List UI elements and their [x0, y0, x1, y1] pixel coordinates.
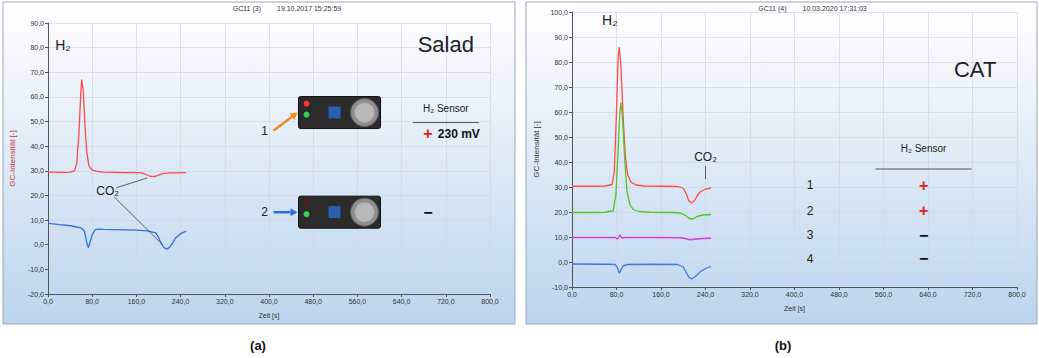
svg-text:720,0: 720,0	[964, 291, 982, 298]
svg-text:90,0: 90,0	[30, 20, 44, 27]
svg-text:400,0: 400,0	[786, 291, 804, 298]
svg-text:CO₂: CO₂	[96, 184, 119, 198]
svg-text:H₂: H₂	[602, 12, 618, 28]
svg-text:230 mV: 230 mV	[438, 127, 480, 141]
svg-text:400,0: 400,0	[260, 298, 278, 305]
svg-text:20,0: 20,0	[554, 209, 568, 216]
svg-text:+: +	[919, 177, 928, 194]
svg-text:60,0: 60,0	[554, 109, 568, 116]
svg-text:10,0: 10,0	[554, 234, 568, 241]
svg-text:40,0: 40,0	[30, 143, 44, 150]
svg-text:640,0: 640,0	[919, 291, 937, 298]
svg-text:GC-Intensität [-]: GC-Intensität [-]	[532, 121, 541, 177]
svg-text:800,0: 800,0	[1008, 291, 1026, 298]
svg-text:10,0: 10,0	[30, 217, 44, 224]
svg-text:1: 1	[807, 178, 814, 192]
svg-text:0,0: 0,0	[43, 298, 53, 305]
svg-text:H₂: H₂	[55, 37, 71, 53]
svg-text:70,0: 70,0	[30, 69, 44, 76]
svg-text:1: 1	[261, 124, 268, 138]
svg-text:−: −	[919, 227, 928, 244]
svg-text:100,0: 100,0	[550, 9, 568, 16]
svg-text:-10,0: -10,0	[28, 266, 44, 273]
svg-text:Salad: Salad	[418, 32, 474, 57]
svg-text:20,0: 20,0	[30, 192, 44, 199]
svg-text:160,0: 160,0	[652, 291, 670, 298]
svg-text:GC11 (4): GC11 (4)	[758, 5, 786, 13]
svg-text:Zeit [s]: Zeit [s]	[258, 312, 279, 320]
svg-text:H₂ Sensor: H₂ Sensor	[423, 103, 469, 114]
svg-text:10.03.2020 17:31:03: 10.03.2020 17:31:03	[803, 5, 867, 12]
svg-text:480,0: 480,0	[830, 291, 848, 298]
svg-text:320,0: 320,0	[741, 291, 759, 298]
svg-text:(a): (a)	[250, 338, 266, 353]
svg-text:0,0: 0,0	[34, 241, 44, 248]
svg-text:−: −	[919, 250, 928, 267]
svg-text:CO₂: CO₂	[694, 150, 717, 164]
svg-text:560,0: 560,0	[349, 298, 367, 305]
svg-text:30,0: 30,0	[554, 184, 568, 191]
svg-text:-10,0: -10,0	[552, 284, 568, 291]
svg-text:80,0: 80,0	[554, 59, 568, 66]
svg-text:−: −	[423, 204, 432, 221]
svg-text:40,0: 40,0	[554, 159, 568, 166]
svg-text:800,0: 800,0	[481, 298, 499, 305]
svg-text:90,0: 90,0	[554, 34, 568, 41]
svg-text:30,0: 30,0	[30, 167, 44, 174]
svg-text:0,0: 0,0	[558, 259, 568, 266]
svg-text:(b): (b)	[775, 338, 792, 353]
svg-text:240,0: 240,0	[697, 291, 715, 298]
svg-text:2: 2	[261, 205, 268, 219]
svg-text:4: 4	[807, 252, 814, 266]
svg-text:3: 3	[807, 228, 814, 242]
svg-text:320,0: 320,0	[216, 298, 234, 305]
svg-text:50,0: 50,0	[554, 134, 568, 141]
svg-text:50,0: 50,0	[30, 118, 44, 125]
svg-text:GC-Intensität [-]: GC-Intensität [-]	[8, 130, 17, 186]
svg-text:240,0: 240,0	[172, 298, 190, 305]
svg-text:GC11 (3): GC11 (3)	[233, 5, 261, 13]
svg-text:640,0: 640,0	[393, 298, 411, 305]
svg-text:+: +	[919, 202, 928, 219]
svg-text:2: 2	[807, 204, 814, 218]
svg-text:80,0: 80,0	[30, 44, 44, 51]
svg-text:+: +	[423, 125, 432, 142]
svg-text:0,0: 0,0	[567, 291, 577, 298]
svg-text:-20,0: -20,0	[28, 291, 44, 298]
svg-text:70,0: 70,0	[554, 84, 568, 91]
svg-text:Zeit [s]: Zeit [s]	[784, 305, 805, 313]
svg-text:720,0: 720,0	[437, 298, 455, 305]
svg-text:160,0: 160,0	[128, 298, 146, 305]
svg-text:560,0: 560,0	[875, 291, 893, 298]
svg-text:CAT: CAT	[954, 57, 996, 82]
svg-text:480,0: 480,0	[304, 298, 322, 305]
svg-text:19.10.2017 15:25:59: 19.10.2017 15:25:59	[277, 5, 341, 12]
svg-text:80,0: 80,0	[610, 291, 624, 298]
svg-text:80,0: 80,0	[85, 298, 99, 305]
svg-text:60,0: 60,0	[30, 93, 44, 100]
svg-text:H₂ Sensor: H₂ Sensor	[901, 143, 947, 154]
